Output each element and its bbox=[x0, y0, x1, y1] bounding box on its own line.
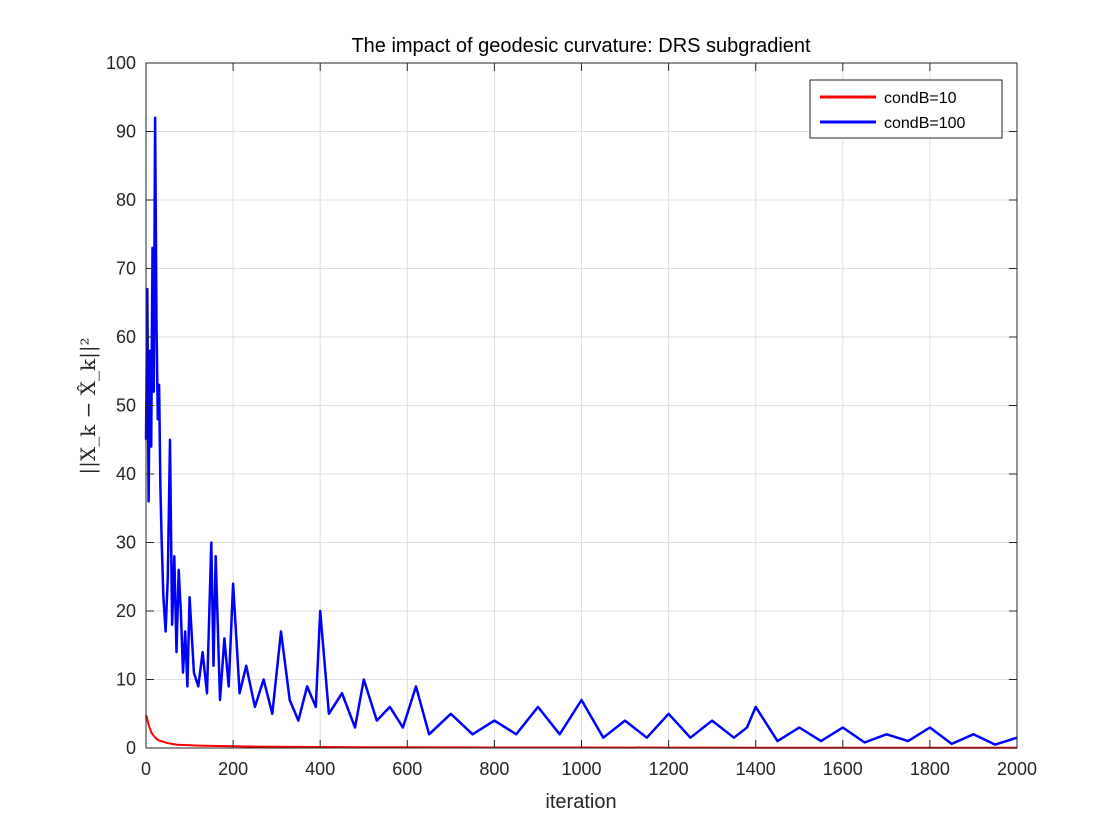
x-axis-label: iteration bbox=[545, 791, 616, 813]
y-tick-label: 80 bbox=[116, 190, 136, 210]
ticks bbox=[145, 62, 1018, 749]
y-tick-label: 30 bbox=[116, 533, 136, 553]
x-tick-label: 1200 bbox=[649, 759, 689, 779]
y-tick-label: 100 bbox=[106, 53, 136, 73]
y-tick-label: 70 bbox=[116, 259, 136, 279]
x-tick-label: 800 bbox=[479, 759, 509, 779]
chart-title: The impact of geodesic curvature: DRS su… bbox=[351, 35, 811, 57]
legend: condB=10 condB=100 bbox=[809, 79, 1003, 139]
legend-label-condB100: condB=100 bbox=[884, 115, 966, 132]
y-tick-label: 0 bbox=[126, 738, 136, 758]
x-tick-label: 1800 bbox=[910, 759, 950, 779]
y-tick-label: 20 bbox=[116, 601, 136, 621]
y-tick-label: 50 bbox=[116, 396, 136, 416]
x-tick-label: 1400 bbox=[736, 759, 776, 779]
x-tick-label: 600 bbox=[392, 759, 422, 779]
y-axis-label: ||X_k − X̂_k||² bbox=[76, 337, 101, 474]
y-tick-label: 40 bbox=[116, 464, 136, 484]
legend-box bbox=[809, 79, 1003, 139]
x-tick-label: 1600 bbox=[823, 759, 863, 779]
legend-label-condB10: condB=10 bbox=[884, 90, 957, 107]
y-tick-label: 90 bbox=[116, 122, 136, 142]
x-tick-label: 400 bbox=[305, 759, 335, 779]
x-tick-label: 1000 bbox=[561, 759, 601, 779]
y-tick-label: 60 bbox=[116, 327, 136, 347]
x-tick-label: 0 bbox=[141, 759, 151, 779]
tick-labels: 0 200 400 600 800 1000 1200 1400 1600 1800 2000 0 10… bbox=[106, 53, 1037, 779]
series-line-condb-100 bbox=[144, 116, 1018, 746]
x-tick-label: 200 bbox=[218, 759, 248, 779]
y-tick-label: 10 bbox=[116, 670, 136, 690]
x-tick-label: 2000 bbox=[997, 759, 1037, 779]
